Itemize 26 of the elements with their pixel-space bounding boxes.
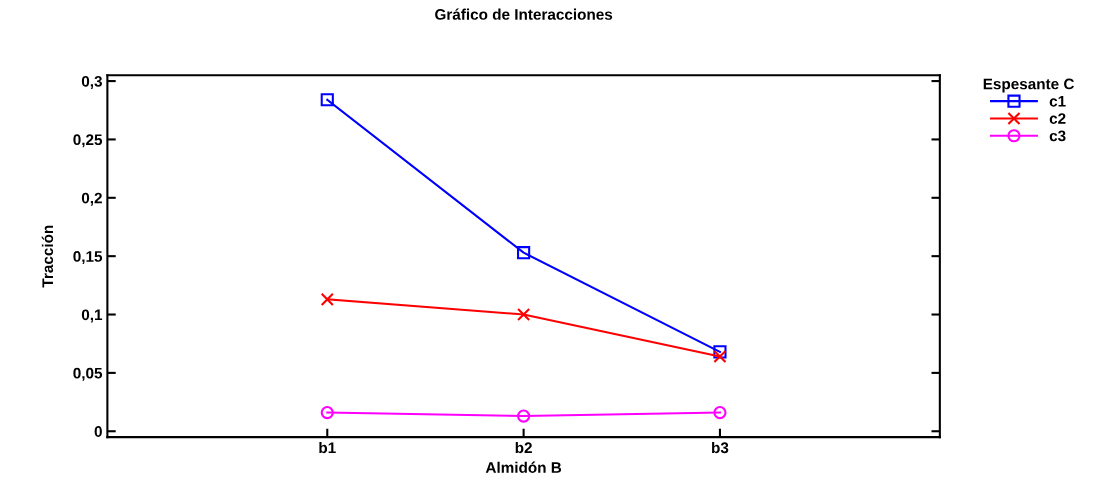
point [713, 345, 727, 359]
y-tick-label: 0,3 [81, 75, 102, 89]
point [517, 246, 531, 260]
x-tick-label: b1 [319, 441, 336, 454]
point [713, 349, 727, 364]
x-tick-label: b2 [515, 441, 532, 454]
x-axis-title: Almidón B [485, 461, 562, 473]
point [320, 292, 334, 306]
point [713, 405, 727, 420]
x-tick-label: b3 [712, 441, 729, 454]
legend-label: c2 [1049, 113, 1066, 124]
y-tick-label: 0 [94, 426, 102, 437]
point [320, 93, 334, 107]
point [517, 409, 531, 423]
legend-label: c3 [1049, 130, 1066, 142]
y-axis-title: Tracción [41, 225, 54, 288]
y-tick-label: 0,2 [81, 192, 102, 206]
legend-label: c1 [1049, 95, 1066, 107]
y-tick-label: 0,05 [73, 367, 103, 381]
chart-title: Gráfico de Interacciones [435, 8, 613, 20]
legend-title: Espesante C [983, 78, 1075, 93]
y-tick-label: 0,1 [81, 309, 103, 323]
point [517, 307, 531, 322]
y-tick-label: 0,15 [73, 251, 103, 265]
point [320, 405, 334, 420]
y-tick-label: 0,25 [73, 134, 103, 148]
